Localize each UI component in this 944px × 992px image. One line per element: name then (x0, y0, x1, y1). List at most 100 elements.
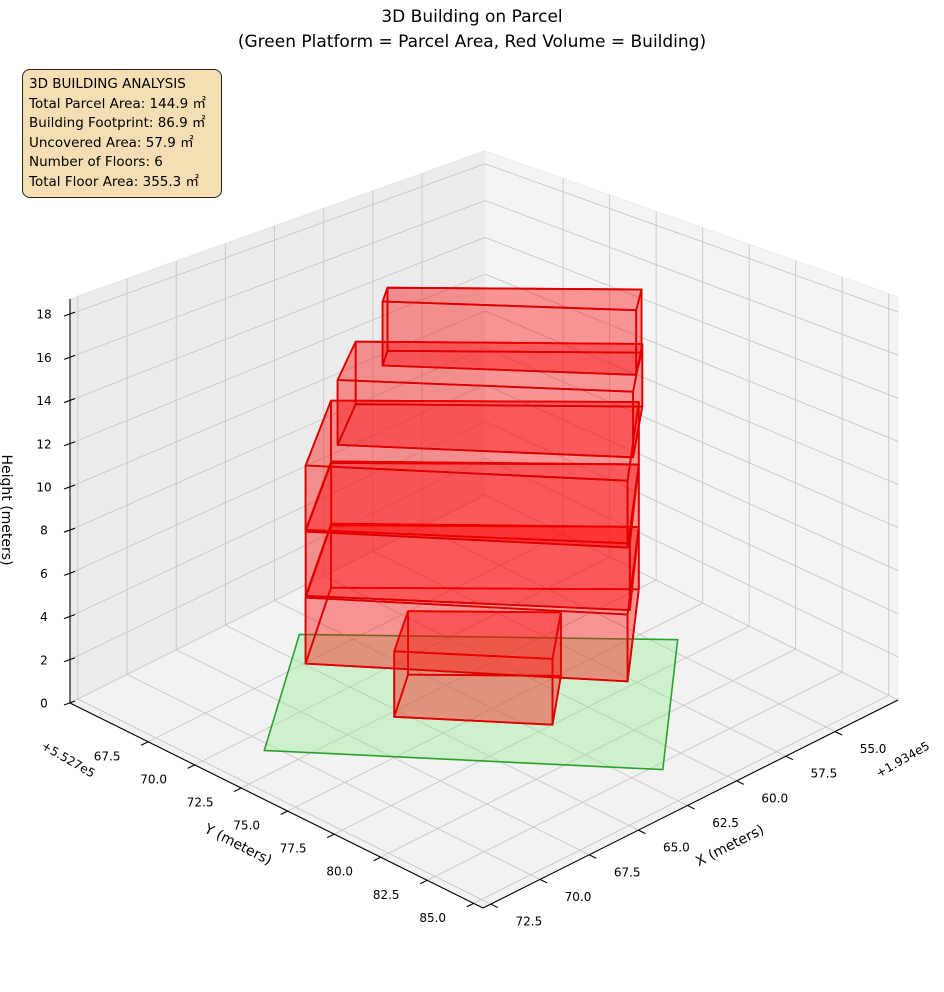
y-axis-line (69, 702, 484, 909)
z-gridline (484, 163, 899, 313)
building-floor-1 (393, 610, 562, 726)
z-tick-label: 10 (36, 480, 51, 494)
parcel-platform (263, 633, 679, 771)
info-heading: 3D BUILDING ANALYSIS (29, 76, 186, 92)
y-tick-mark (373, 856, 381, 862)
y-gridline (333, 625, 750, 835)
y-tick-mark (280, 810, 288, 816)
y-tick-mark (326, 833, 335, 839)
z-gridline (69, 310, 486, 488)
x-tick-mark (638, 829, 646, 835)
chart-title-line2: (Green Platform = Parcel Area, Red Volum… (237, 32, 707, 52)
chart-title-line1: 3D Building on Parcel (381, 7, 563, 27)
z-tick-mark (63, 570, 76, 576)
info-building-footprint: Building Footprint: 86.9 ㎡ (29, 115, 206, 131)
x-gridline (77, 698, 492, 905)
x-gridline (176, 649, 590, 856)
z-tick-mark (63, 398, 76, 404)
y-tick-mark (140, 741, 149, 746)
x-tick-mark (834, 731, 843, 736)
x-tick-label: 57.5 (811, 767, 838, 781)
y-tick-label: 85.0 (419, 911, 446, 925)
z-tick-label: 4 (40, 610, 48, 624)
z-axis-label: Height (meters) (0, 454, 14, 565)
x-tick-label: 70.0 (565, 890, 592, 904)
info-number-of-floors: Number of Floors: 6 (29, 154, 163, 170)
z-tick-label: 16 (36, 351, 51, 365)
z-gridline (69, 457, 486, 661)
z-gridline (69, 236, 486, 401)
x-tick-mark (736, 780, 744, 785)
z-tick-label: 6 (40, 567, 48, 581)
z-tick-mark (63, 614, 76, 620)
y-gridline (147, 533, 564, 743)
z-tick-mark (63, 527, 76, 533)
y-gridline (194, 556, 610, 766)
floor-top-face (381, 286, 643, 312)
z-tick-mark (63, 311, 76, 317)
z-gridline (69, 494, 486, 704)
z-tick-label: 14 (36, 394, 51, 408)
x-tick-label: 67.5 (614, 865, 641, 879)
building-floor-4 (304, 399, 640, 549)
x-tick-mark (490, 903, 499, 909)
y-tick-label: 70.0 (140, 772, 167, 786)
x-gridline (126, 674, 541, 880)
y-tick-label: 72.5 (187, 795, 214, 809)
info-parcel-area: Total Parcel Area: 144.9 ㎡ (29, 95, 206, 112)
y-gridline (380, 648, 796, 858)
z-tick-mark (63, 700, 76, 706)
building-floor-6 (381, 286, 643, 376)
z-tick-mark (63, 657, 76, 663)
y-tick-mark (187, 764, 195, 769)
y-tick-mark (466, 902, 474, 908)
y-tick-label: 80.0 (326, 865, 353, 879)
x-gridline (421, 526, 836, 732)
z-tick-mark (63, 354, 76, 360)
x-gridline (323, 575, 737, 782)
analysis-info-box: 3D BUILDING ANALYSIS Total Parcel Area: … (22, 69, 222, 198)
z-gridline (484, 457, 899, 658)
y-tick-label: 75.0 (233, 819, 260, 833)
z-tick-label: 18 (36, 308, 51, 322)
building-floor-3 (304, 460, 640, 611)
building-floor-5 (336, 340, 644, 459)
x-tick-label: 72.5 (516, 915, 543, 929)
z-gridline (484, 273, 899, 442)
z-tick-mark (63, 441, 76, 447)
y-tick-mark (419, 879, 428, 885)
z-gridline (69, 420, 486, 617)
x-tick-mark (785, 755, 794, 761)
y-tick-label: 67.5 (94, 749, 121, 763)
x-tick-mark (687, 804, 695, 810)
z-tick-mark (63, 484, 76, 490)
x-tick-label: 60.0 (761, 791, 788, 805)
floor-top-face (393, 610, 562, 660)
y-tick-mark (233, 787, 242, 792)
y-tick-label: 82.5 (373, 888, 400, 902)
x-tick-mark (539, 878, 548, 884)
z-gridline (484, 347, 899, 528)
info-uncovered-area: Uncovered Area: 57.9 ㎡ (29, 134, 194, 151)
z-gridline (69, 163, 486, 315)
z-gridline (69, 347, 486, 531)
z-gridline (484, 200, 899, 356)
z-gridline (484, 384, 899, 572)
building-floor-2 (304, 524, 640, 683)
z-gridline (69, 384, 486, 574)
info-total-floor-area: Total Floor Area: 355.3 ㎡ (29, 173, 200, 190)
z-gridline (484, 236, 899, 399)
z-gridline (484, 494, 899, 701)
y-offset-text: +5.527e5 (39, 739, 97, 781)
floor-top-face (304, 399, 640, 482)
x-tick-mark (588, 854, 597, 859)
y-gridline (426, 671, 843, 881)
z-tick-label: 0 (40, 697, 48, 711)
x-tick-label: 55.0 (860, 742, 887, 756)
y-gridline (473, 694, 889, 904)
x-tick-label: 65.0 (663, 841, 690, 855)
z-tick-label: 12 (36, 437, 51, 451)
z-gridline (69, 200, 486, 358)
x-axis-line (482, 699, 899, 909)
